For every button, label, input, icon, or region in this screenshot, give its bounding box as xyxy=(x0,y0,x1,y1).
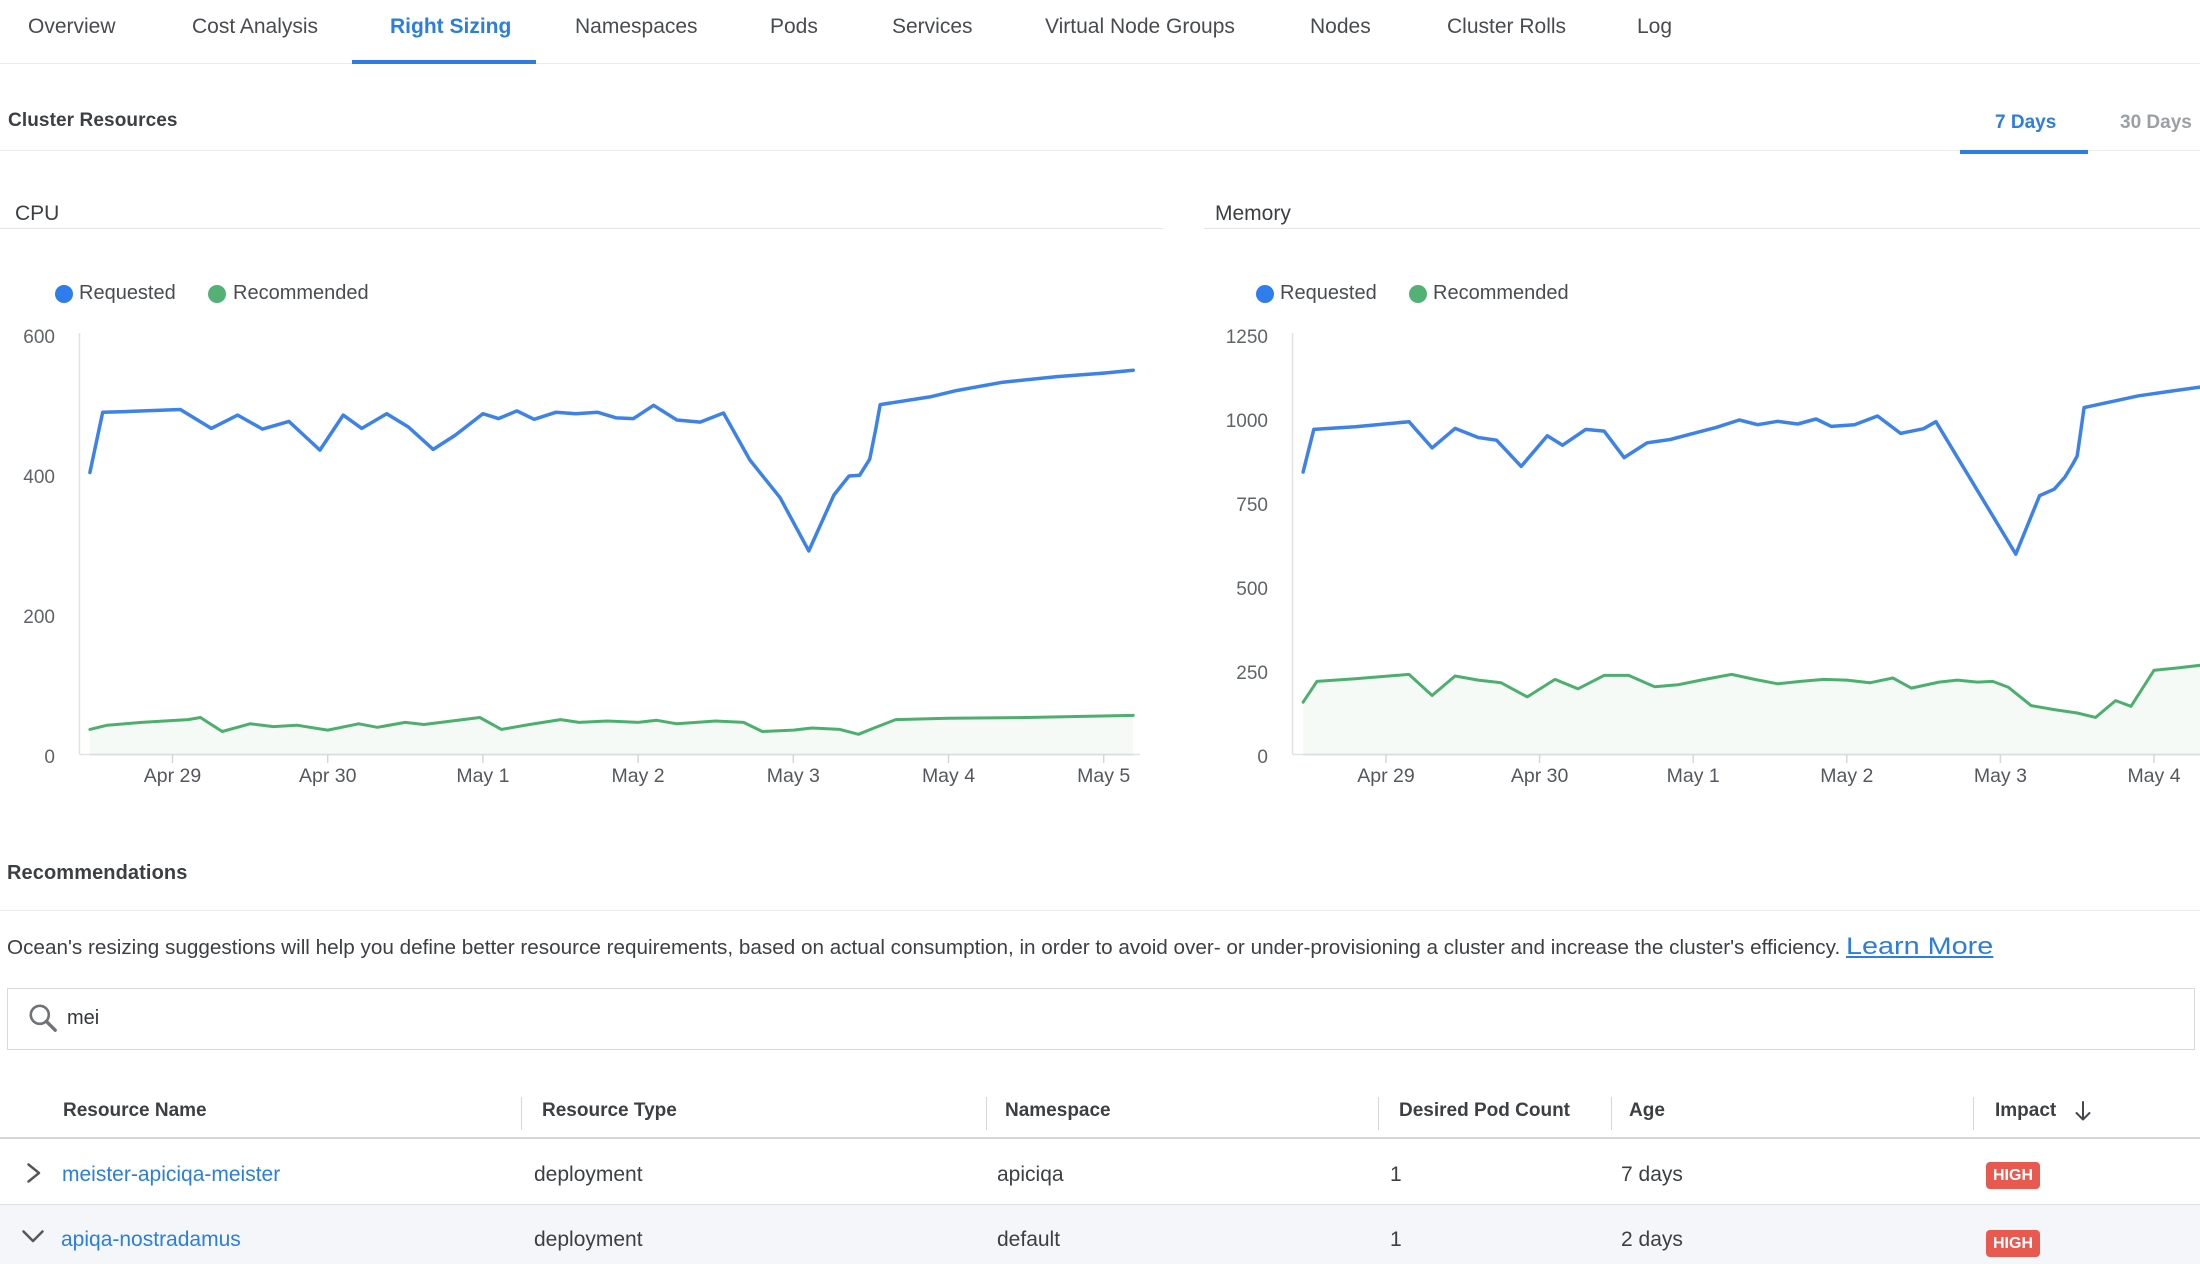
svg-text:Apr 29: Apr 29 xyxy=(1357,765,1414,787)
svg-text:May 3: May 3 xyxy=(1974,765,2027,787)
svg-text:May 5: May 5 xyxy=(1077,765,1130,787)
svg-text:May 4: May 4 xyxy=(2127,765,2180,787)
svg-text:400: 400 xyxy=(23,467,55,488)
svg-text:Apr 30: Apr 30 xyxy=(299,765,357,787)
svg-text:May 3: May 3 xyxy=(767,765,820,787)
svg-text:Apr 30: Apr 30 xyxy=(1511,765,1569,787)
svg-text:0: 0 xyxy=(1257,747,1268,768)
svg-text:May 2: May 2 xyxy=(1820,765,1873,787)
svg-text:200: 200 xyxy=(23,607,55,628)
svg-text:1250: 1250 xyxy=(1226,327,1268,348)
svg-text:250: 250 xyxy=(1236,663,1268,684)
svg-text:May 1: May 1 xyxy=(1667,765,1720,787)
svg-text:May 4: May 4 xyxy=(922,765,975,787)
svg-text:Apr 29: Apr 29 xyxy=(144,765,201,787)
svg-text:May 1: May 1 xyxy=(456,765,509,787)
svg-text:500: 500 xyxy=(1236,579,1268,600)
svg-text:1000: 1000 xyxy=(1226,411,1268,432)
svg-text:750: 750 xyxy=(1236,495,1268,516)
svg-text:0: 0 xyxy=(44,747,55,768)
svg-text:600: 600 xyxy=(23,327,55,348)
svg-text:May 2: May 2 xyxy=(612,765,665,787)
